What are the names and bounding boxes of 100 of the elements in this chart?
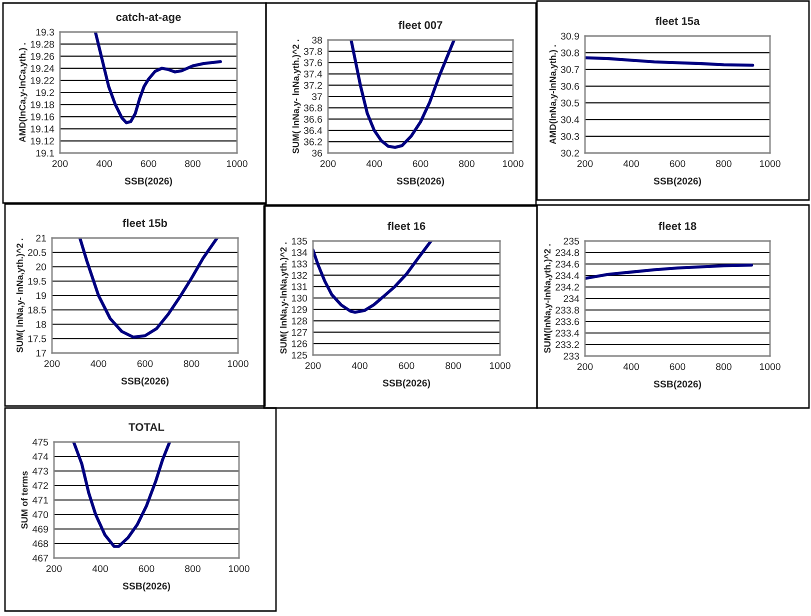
- y-tick-label: 30.7: [560, 66, 579, 74]
- x-axis-title: SSB(2026): [396, 177, 444, 186]
- chart-title: catch-at-age: [116, 12, 181, 24]
- y-tick-label: 21: [36, 234, 46, 242]
- x-tick-label: 600: [398, 362, 414, 370]
- y-tick-label: 19.26: [30, 52, 54, 60]
- y-axis-title: SUM(lnNa,y-lnNa,yth.)^2 .: [544, 244, 552, 354]
- x-tick-label: 800: [185, 565, 200, 572]
- y-tick-label: 20.5: [28, 249, 46, 256]
- y-tick-label: 30.2: [560, 150, 579, 157]
- line-series: [585, 56, 754, 67]
- y-tick-label: 132: [292, 272, 307, 279]
- y-tick-label: 19.28: [30, 40, 54, 48]
- y-tick-label: 37: [312, 93, 322, 100]
- y-tick-label: 130: [292, 294, 308, 302]
- y-axis-title: SUM( lnNa,y- lnNa,yth.)^2 .: [292, 40, 301, 154]
- y-axis-title: AMD(lnNa,y-lnNa,yth.) .: [549, 45, 558, 144]
- y-tick-label: 37.8: [304, 48, 322, 55]
- line-series: [585, 264, 754, 280]
- line-series: [350, 40, 456, 149]
- y-tick-label: 474: [32, 453, 48, 460]
- x-tick-label: 200: [52, 160, 68, 168]
- y-axis-title: SUM( lnNa,y-lnNa,yth.)^2 .: [280, 242, 288, 354]
- y-tick-label: 234.4: [556, 272, 580, 280]
- y-tick-label: 470: [32, 511, 48, 518]
- y-tick-label: 17.5: [28, 335, 46, 342]
- y-tick-label: 234.2: [556, 284, 579, 291]
- y-tick-label: 30.6: [560, 82, 580, 90]
- x-tick-label: 1000: [502, 160, 524, 168]
- y-tick-label: 234.6: [556, 260, 580, 268]
- x-tick-label: 600: [138, 565, 154, 572]
- y-tick-label: 38: [312, 36, 322, 44]
- x-tick-label: 1000: [228, 360, 248, 368]
- x-tick-label: 400: [366, 160, 382, 168]
- y-tick-label: 30.3: [560, 133, 580, 140]
- y-axis-title: SUM of terms: [21, 471, 28, 529]
- y-tick-label: 30.8: [560, 49, 580, 56]
- line-series: [78, 238, 219, 339]
- x-tick-label: 600: [140, 160, 156, 168]
- y-tick-label: 233.6: [556, 318, 580, 326]
- y-tick-label: 126: [292, 340, 308, 348]
- y-tick-label: 19.1: [36, 150, 54, 157]
- y-tick-label: 19.18: [30, 101, 54, 108]
- y-tick-label: 19.14: [30, 126, 54, 132]
- x-tick-label: 200: [305, 362, 321, 370]
- chart-title: fleet 15b: [122, 218, 168, 227]
- y-tick-label: 129: [292, 306, 307, 314]
- y-tick-label: 36.2: [304, 138, 322, 146]
- x-tick-label: 600: [412, 160, 428, 168]
- x-axis-title: SSB(2026): [121, 377, 169, 386]
- y-tick-label: 30.5: [560, 100, 580, 106]
- y-tick-label: 17: [36, 350, 46, 357]
- y-tick-label: 36.8: [304, 104, 322, 112]
- x-tick-label: 200: [46, 565, 62, 572]
- x-tick-label: 1000: [760, 160, 780, 168]
- y-tick-label: 127: [292, 328, 307, 336]
- y-tick-label: 30.9: [560, 32, 579, 40]
- y-tick-label: 133: [292, 260, 308, 268]
- y-tick-label: 473: [32, 468, 48, 475]
- x-tick-label: 600: [137, 360, 153, 368]
- chart-title: fleet 007: [398, 20, 442, 29]
- y-tick-label: 469: [32, 526, 48, 533]
- x-tick-label: 600: [670, 160, 686, 168]
- y-tick-label: 37.4: [304, 70, 322, 78]
- y-tick-label: 233.2: [556, 341, 579, 348]
- y-tick-label: 475: [32, 438, 48, 446]
- x-axis-title: SSB(2026): [654, 380, 702, 390]
- y-tick-label: 19.3: [36, 28, 54, 36]
- y-tick-label: 472: [32, 482, 48, 490]
- y-tick-label: 30.4: [560, 116, 580, 124]
- y-tick-label: 128: [292, 318, 308, 324]
- y-tick-label: 18: [36, 320, 46, 328]
- x-tick-label: 400: [352, 362, 368, 370]
- x-tick-label: 200: [44, 360, 60, 368]
- y-tick-label: 36.4: [304, 127, 322, 134]
- x-tick-label: 200: [320, 160, 336, 168]
- y-tick-label: 19.12: [30, 138, 54, 145]
- x-tick-label: 1000: [760, 363, 780, 370]
- y-tick-label: 125: [292, 352, 308, 359]
- x-axis-title: SSB(2026): [122, 582, 170, 592]
- x-tick-label: 400: [90, 360, 106, 368]
- y-tick-label: 36: [312, 150, 322, 157]
- x-axis-title: SSB(2026): [654, 177, 702, 186]
- x-tick-label: 800: [184, 360, 200, 368]
- x-tick-label: 200: [577, 160, 593, 168]
- x-tick-label: 800: [446, 362, 461, 370]
- x-tick-label: 400: [96, 160, 112, 168]
- y-tick-label: 471: [32, 496, 48, 504]
- y-tick-label: 233.4: [556, 330, 580, 337]
- chart-title: fleet 18: [658, 222, 696, 230]
- x-tick-label: 1000: [226, 160, 248, 168]
- x-tick-label: 400: [623, 363, 639, 370]
- x-axis-title: SSB(2026): [124, 177, 172, 186]
- x-tick-label: 200: [577, 363, 593, 370]
- y-tick-label: 233.8: [556, 306, 580, 314]
- y-axis-title: SUM( lnNa,y- lnNa,yth.)^2 .: [16, 238, 25, 353]
- chart-title: fleet 16: [388, 222, 426, 230]
- y-tick-label: 234.8: [556, 249, 580, 256]
- y-tick-label: 36.6: [304, 116, 322, 123]
- y-tick-label: 37.6: [304, 59, 322, 66]
